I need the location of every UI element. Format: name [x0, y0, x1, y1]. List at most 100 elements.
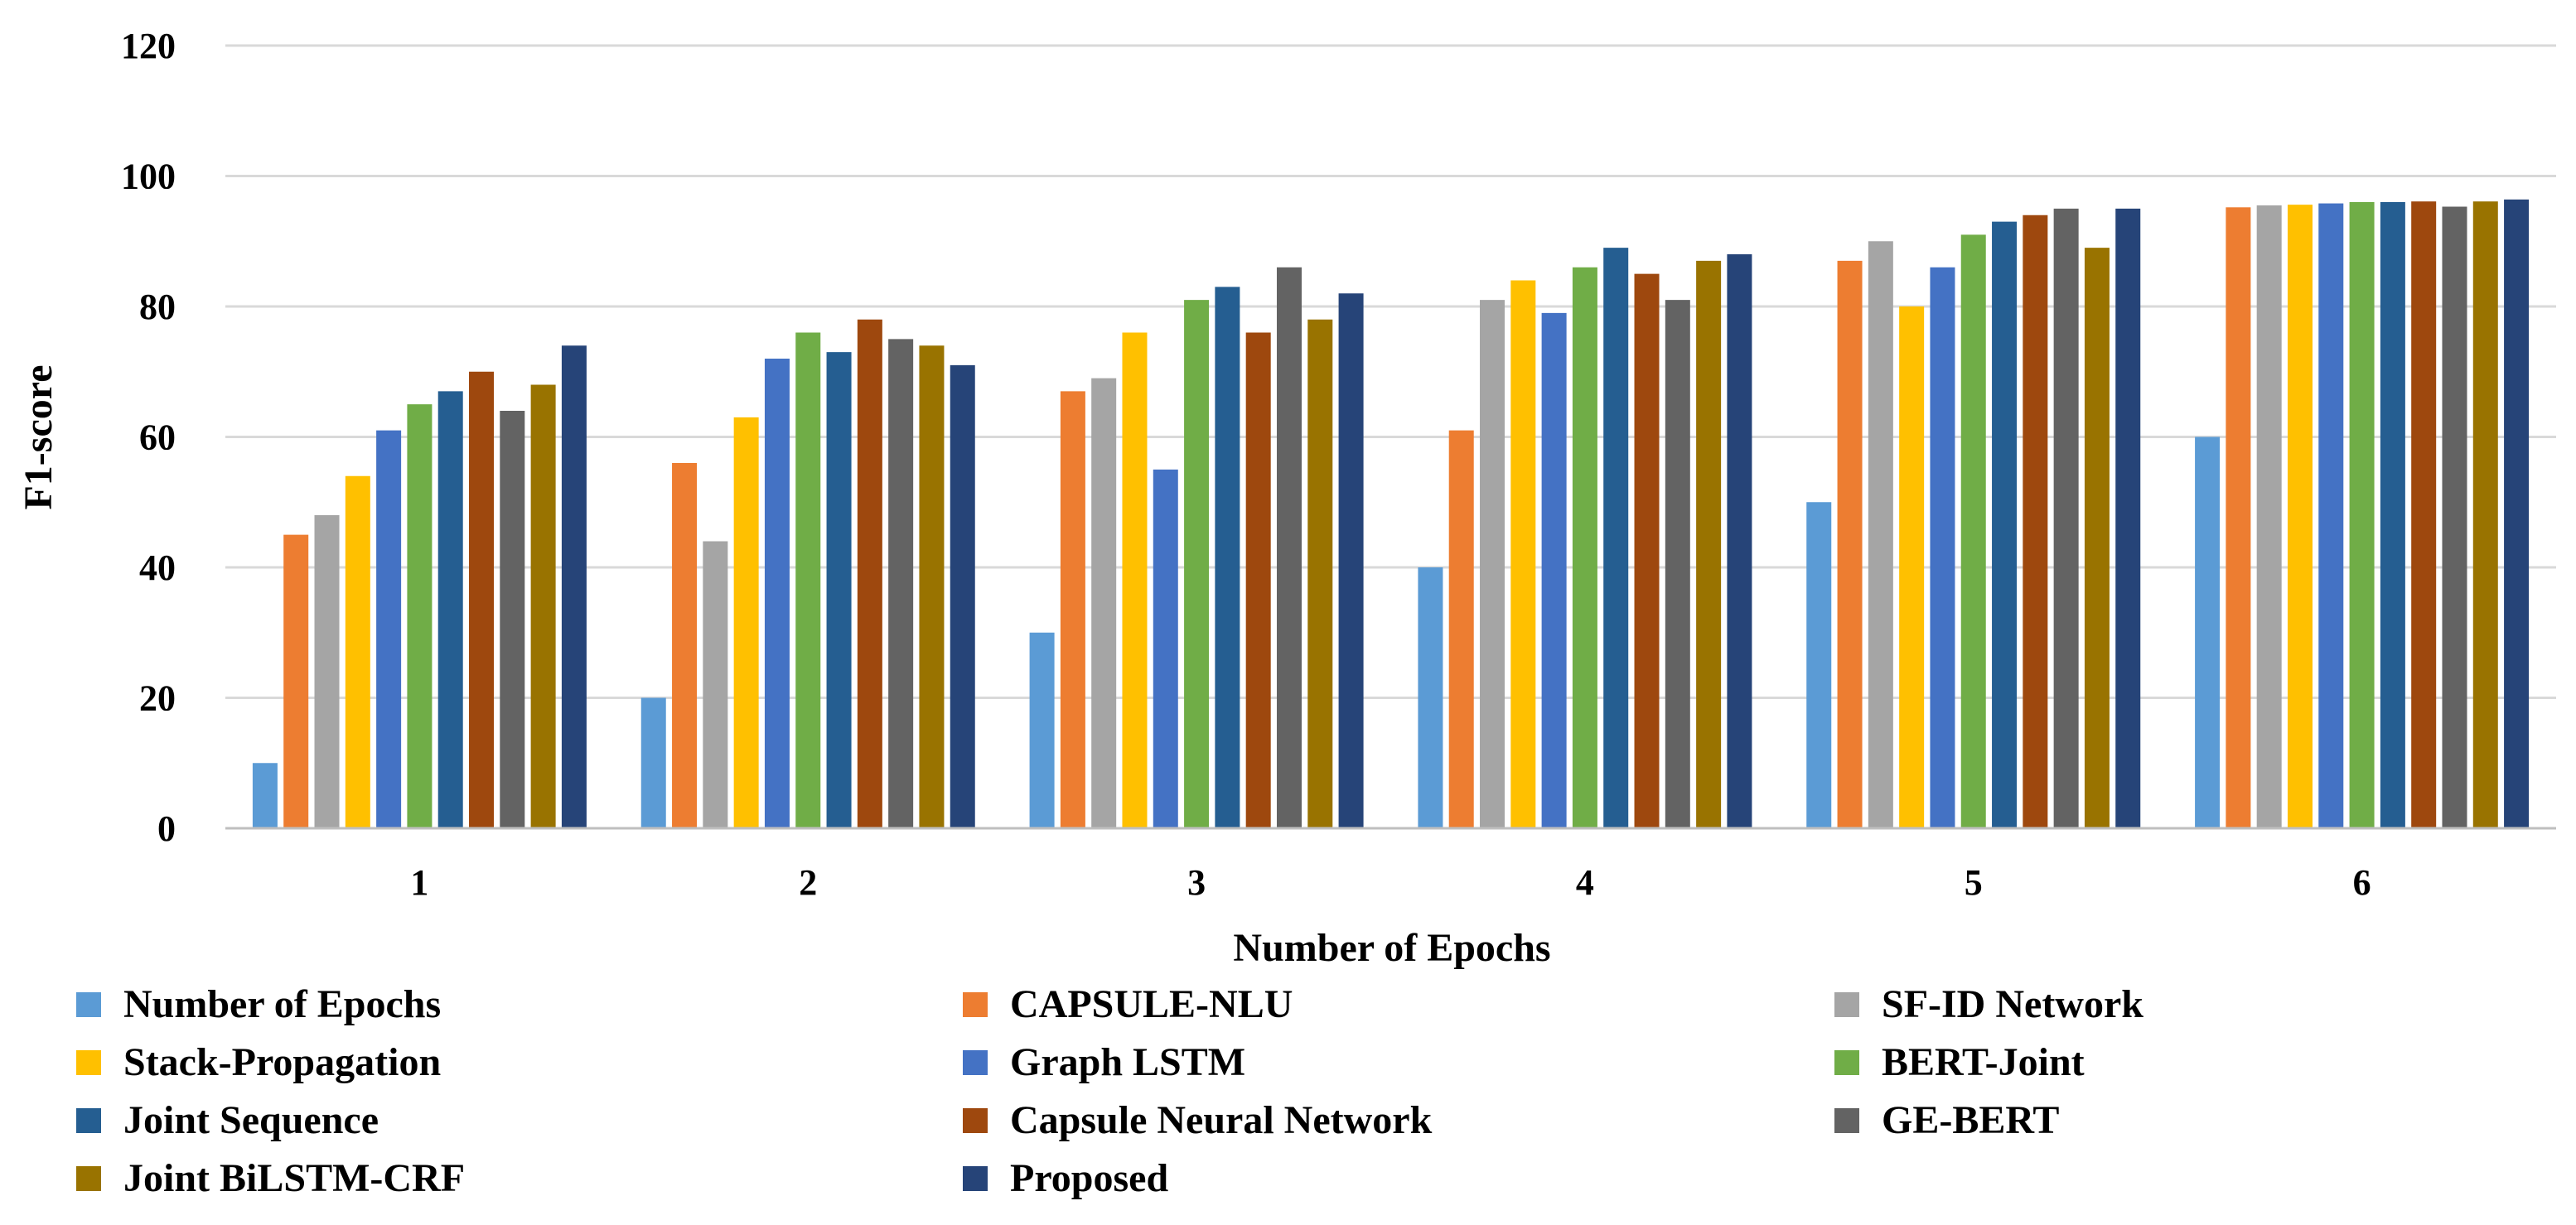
bar-proposed-epoch-4: [1727, 254, 1752, 828]
bar-capsule-nlu-epoch-4: [1448, 430, 1474, 828]
legend-label: Number of Epochs: [123, 982, 441, 1026]
bar-capsule-neural-network-epoch-3: [1245, 332, 1271, 828]
bar-ge-bert-epoch-2: [888, 339, 914, 828]
bar-sf-id-network-epoch-6: [2256, 205, 2282, 828]
bar-bert-joint-epoch-1: [407, 404, 433, 828]
bar-joint-sequence-epoch-6: [2380, 202, 2405, 828]
y-tick-label: 0: [157, 808, 176, 849]
bar-bert-joint-epoch-2: [795, 332, 821, 828]
bar-stack-propagation-epoch-3: [1122, 332, 1148, 828]
bar-stack-propagation-epoch-5: [1899, 306, 1925, 828]
legend-swatch: [963, 1166, 988, 1191]
y-tick-label: 40: [139, 547, 176, 588]
legend-item: BERT-Joint: [1834, 1040, 2085, 1084]
bar-capsule-nlu-epoch-5: [1837, 260, 1863, 828]
bar-graph-lstm-epoch-1: [376, 430, 402, 828]
legend-item: Joint BiLSTM-CRF: [76, 1156, 465, 1200]
legend-label: Capsule Neural Network: [1010, 1098, 1433, 1142]
legend-swatch: [76, 1050, 101, 1075]
bar-joint-bilstm-crf-epoch-6: [2472, 201, 2498, 828]
bar-joint-sequence-epoch-4: [1603, 248, 1629, 828]
legend-item: Proposed: [963, 1156, 1168, 1200]
bar-proposed-epoch-5: [2115, 208, 2141, 828]
bar-number-of-epochs-epoch-4: [1418, 567, 1443, 828]
bar-capsule-nlu-epoch-2: [672, 463, 698, 828]
bar-stack-propagation-epoch-6: [2287, 205, 2313, 828]
legend-label: CAPSULE-NLU: [1010, 982, 1293, 1026]
x-tick-label: 4: [1576, 862, 1594, 903]
bar-capsule-neural-network-epoch-1: [469, 371, 495, 828]
legend-label: SF-ID Network: [1882, 982, 2143, 1026]
bar-joint-bilstm-crf-epoch-4: [1696, 260, 1722, 828]
bar-bert-joint-epoch-6: [2349, 202, 2375, 828]
bar-capsule-neural-network-epoch-5: [2023, 215, 2048, 828]
bar-capsule-neural-network-epoch-4: [1634, 273, 1660, 828]
y-tick-label: 80: [139, 287, 176, 327]
legend-item: SF-ID Network: [1834, 982, 2143, 1026]
bar-sf-id-network-epoch-5: [1868, 241, 1893, 828]
bar-number-of-epochs-epoch-2: [640, 697, 666, 828]
bar-joint-bilstm-crf-epoch-2: [919, 345, 945, 828]
legend-label: BERT-Joint: [1882, 1040, 2085, 1084]
bar-capsule-nlu-epoch-6: [2226, 207, 2251, 829]
legend-swatch: [76, 992, 101, 1017]
legend-swatch: [1834, 1050, 1859, 1075]
bar-stack-propagation-epoch-1: [345, 475, 370, 828]
bar-joint-bilstm-crf-epoch-5: [2084, 248, 2110, 828]
x-tick-label: 3: [1187, 862, 1206, 903]
legend-label: Joint Sequence: [123, 1098, 379, 1142]
legend-swatch: [1834, 992, 1859, 1017]
bar-joint-sequence-epoch-5: [1992, 221, 2018, 828]
bar-sf-id-network-epoch-3: [1091, 378, 1117, 828]
legend-swatch: [1834, 1108, 1859, 1133]
legend-swatch: [76, 1108, 101, 1133]
bar-capsule-nlu-epoch-1: [283, 534, 309, 828]
bar-stack-propagation-epoch-2: [733, 417, 759, 828]
bar-capsule-neural-network-epoch-6: [2411, 201, 2437, 828]
bar-capsule-nlu-epoch-3: [1060, 391, 1085, 828]
bar-graph-lstm-epoch-4: [1541, 312, 1567, 828]
bar-number-of-epochs-epoch-3: [1029, 632, 1055, 828]
bar-graph-lstm-epoch-6: [2318, 203, 2344, 828]
bar-sf-id-network-epoch-1: [314, 515, 340, 828]
bar-proposed-epoch-1: [561, 345, 587, 828]
x-tick-label: 6: [2353, 862, 2371, 903]
bar-ge-bert-epoch-6: [2442, 206, 2467, 828]
bar-number-of-epochs-epoch-1: [252, 763, 278, 828]
legend-item: Stack-Propagation: [76, 1040, 441, 1084]
legend-item: CAPSULE-NLU: [963, 982, 1293, 1026]
legend-label: Stack-Propagation: [123, 1040, 441, 1084]
bar-ge-bert-epoch-1: [500, 411, 525, 828]
legend-item: GE-BERT: [1834, 1098, 2059, 1142]
legend-label: GE-BERT: [1882, 1098, 2059, 1142]
y-tick-label: 100: [121, 157, 176, 197]
bars: [252, 199, 2530, 829]
bar-proposed-epoch-6: [2504, 199, 2530, 829]
bar-joint-sequence-epoch-3: [1215, 287, 1240, 828]
bar-capsule-neural-network-epoch-2: [857, 319, 882, 828]
bar-proposed-epoch-2: [950, 364, 975, 828]
legend-label: Joint BiLSTM-CRF: [123, 1156, 465, 1200]
legend-swatch: [963, 1050, 988, 1075]
bar-joint-bilstm-crf-epoch-3: [1307, 319, 1333, 828]
legend-swatch: [963, 992, 988, 1017]
legend-label: Proposed: [1010, 1156, 1168, 1200]
bar-bert-joint-epoch-4: [1572, 267, 1597, 828]
y-tick-label: 60: [139, 417, 176, 458]
bar-bert-joint-epoch-5: [1960, 234, 1986, 828]
gridlines: [225, 44, 2556, 699]
legend: Number of Epochs CAPSULE-NLU SF-ID Network…: [76, 982, 2143, 1200]
y-axis-title: F1-score: [17, 364, 60, 509]
legend-label: Graph LSTM: [1010, 1040, 1245, 1084]
bar-sf-id-network-epoch-4: [1480, 300, 1505, 828]
bar-number-of-epochs-epoch-6: [2195, 436, 2221, 828]
x-axis-title: Number of Epochs: [1233, 926, 1550, 970]
bar-stack-propagation-epoch-4: [1510, 280, 1536, 828]
legend-item: Number of Epochs: [76, 982, 441, 1026]
bar-bert-joint-epoch-3: [1184, 300, 1210, 828]
bar-proposed-epoch-3: [1338, 293, 1364, 828]
legend-item: Capsule Neural Network: [963, 1098, 1433, 1142]
x-tick-label: 5: [1965, 862, 1983, 903]
y-tick-labels: 0 20 40 60 80 100 120: [121, 26, 176, 849]
